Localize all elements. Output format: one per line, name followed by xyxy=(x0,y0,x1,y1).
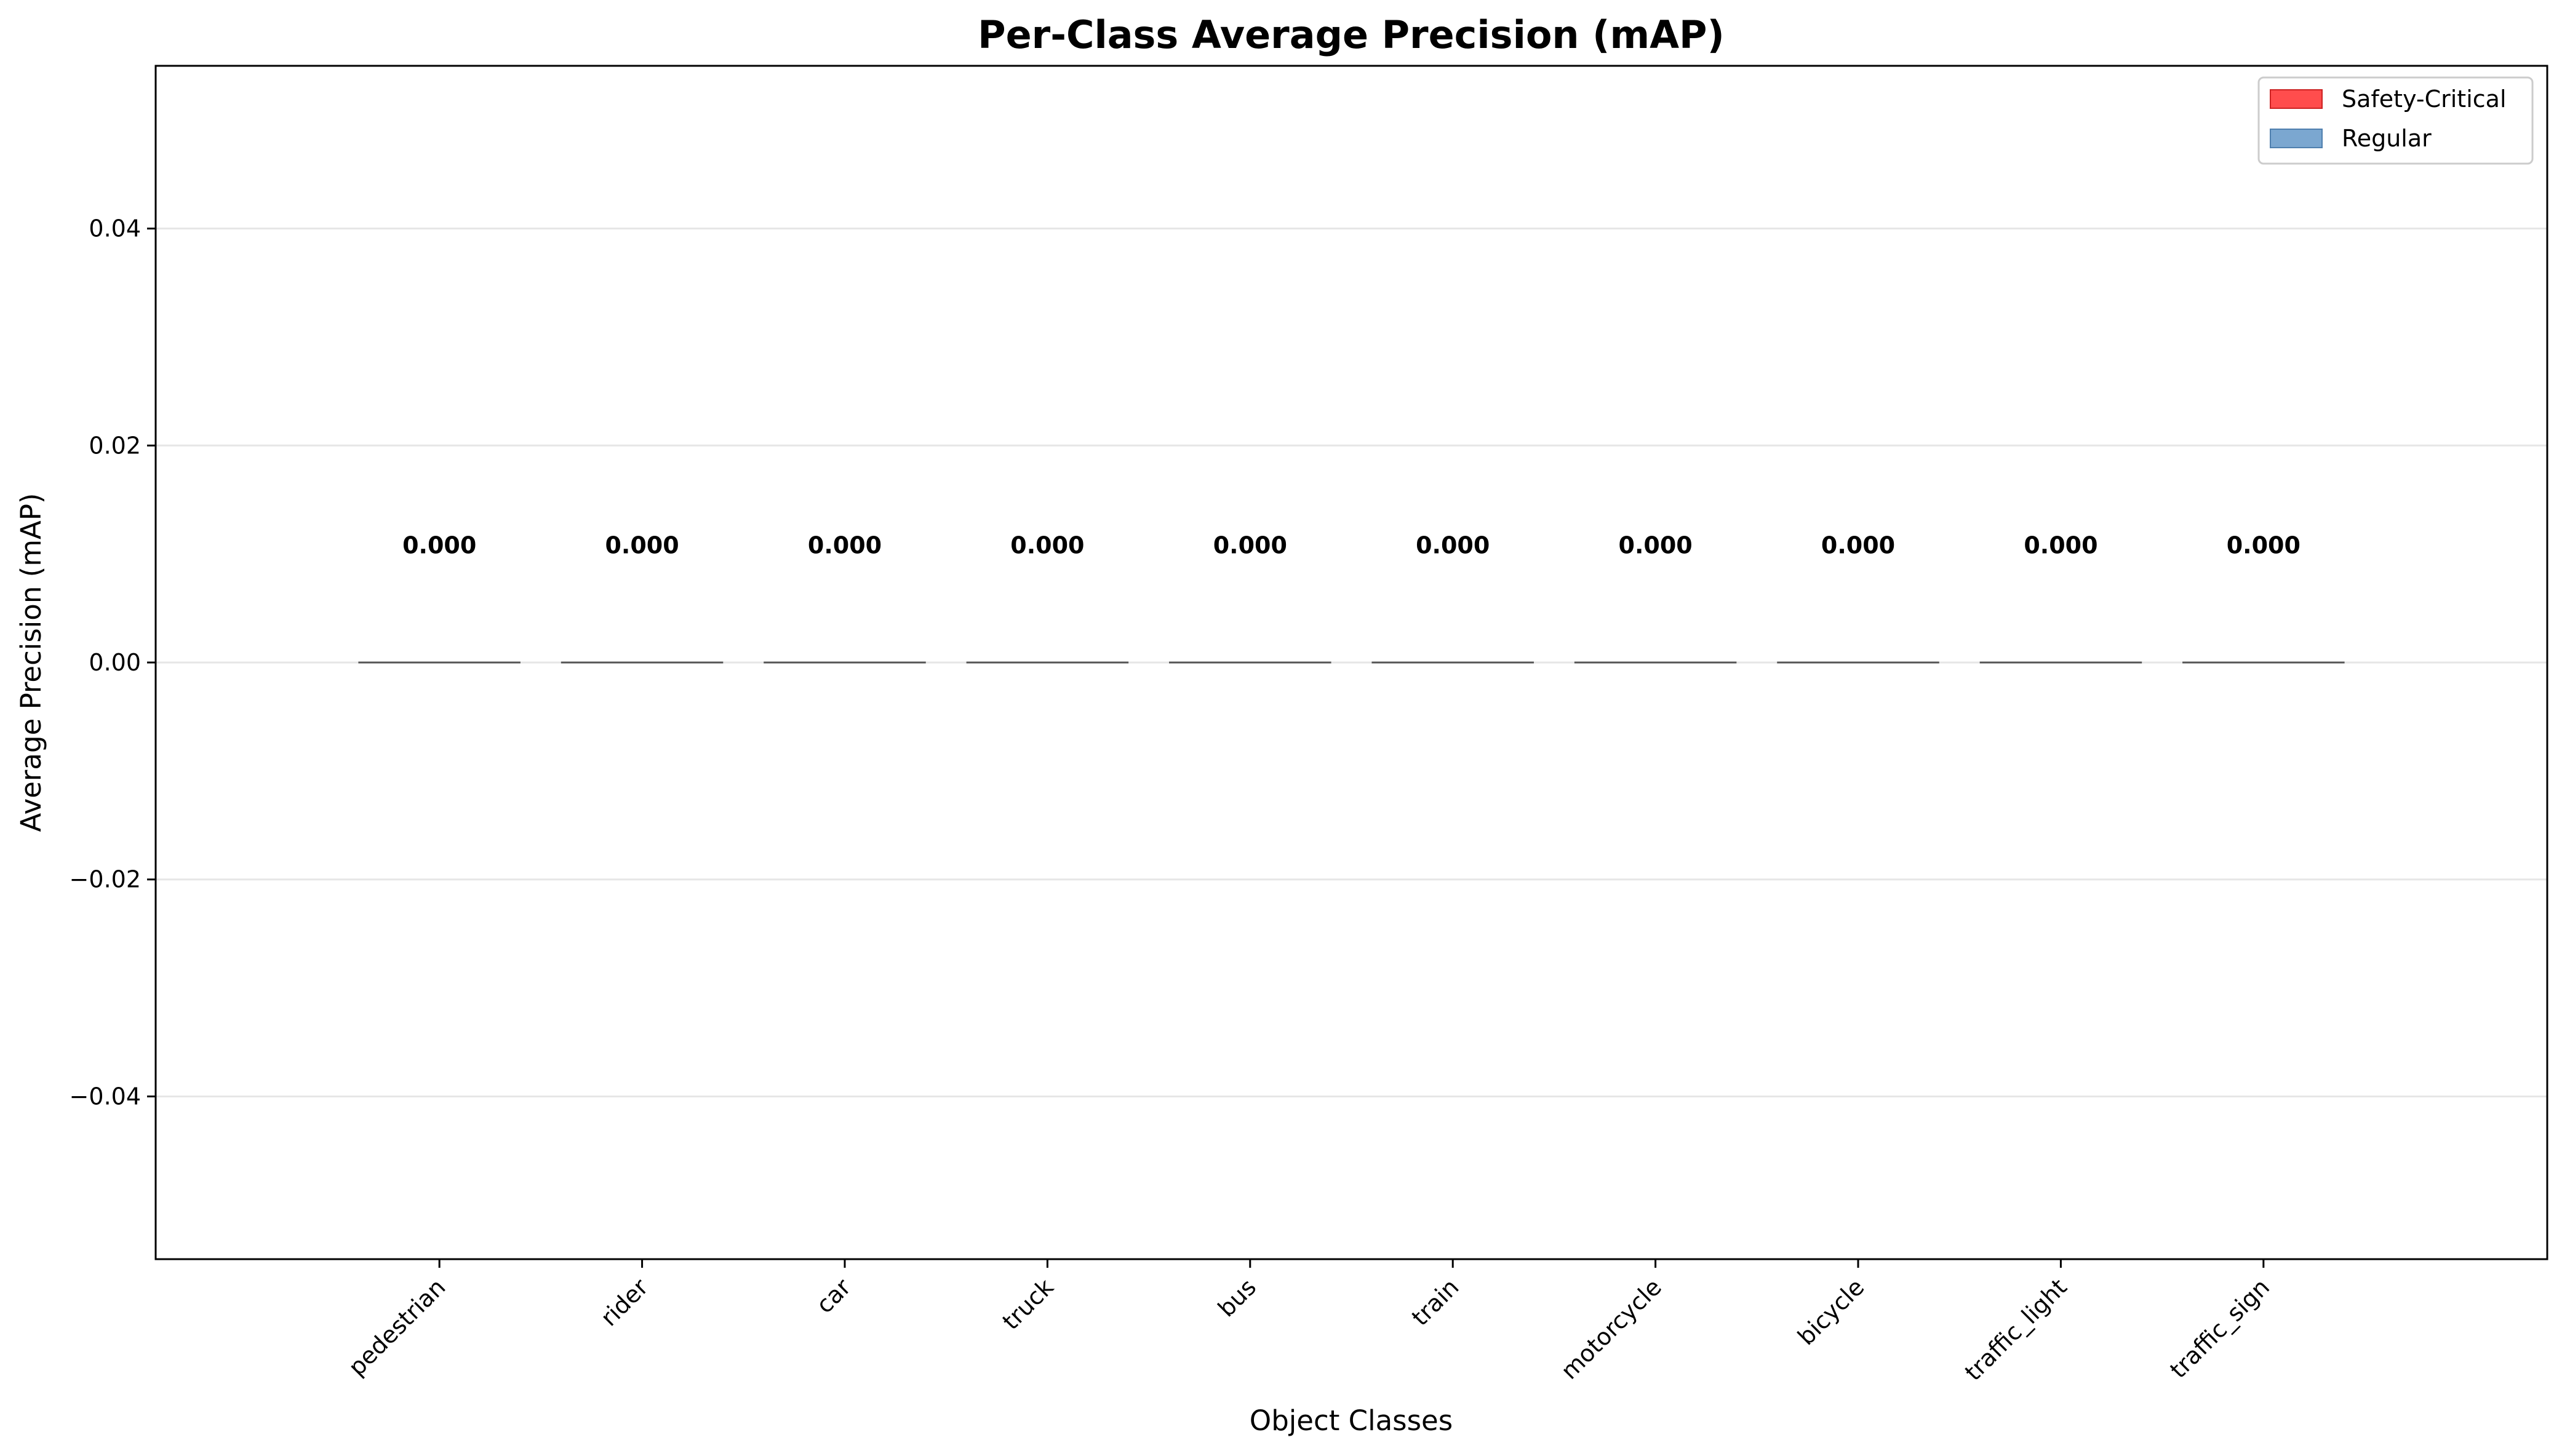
y-axis-label: Average Precision (mAP) xyxy=(15,493,47,832)
data-label-traffic_light: 0.000 xyxy=(2024,532,2097,559)
legend-swatch-regular xyxy=(2270,129,2323,148)
legend-frame xyxy=(2257,76,2534,165)
data-label-rider: 0.000 xyxy=(605,532,679,559)
legend-label-safety-critical: Safety-Critical xyxy=(2342,86,2507,113)
y-tick-label: −0.04 xyxy=(70,1083,141,1110)
x-tick-label-truck: truck xyxy=(997,1273,1059,1335)
grid-lines xyxy=(156,228,2547,1097)
x-tick-label-train: train xyxy=(1407,1273,1464,1331)
y-axis-ticks: −0.04 −0.02 0.00 0.02 0.04 xyxy=(70,215,156,1110)
y-tick-label: 0.04 xyxy=(89,215,141,242)
x-tick-label-traffic_sign: traffic_sign xyxy=(2165,1273,2275,1383)
data-label-car: 0.000 xyxy=(808,532,882,559)
data-label-bus: 0.000 xyxy=(1213,532,1287,559)
data-label-truck: 0.000 xyxy=(1010,532,1084,559)
chart-title: Per-Class Average Precision (mAP) xyxy=(978,12,1725,57)
x-axis-label: Object Classes xyxy=(1250,1404,1453,1437)
data-label-train: 0.000 xyxy=(1416,532,1490,559)
y-tick-label: −0.02 xyxy=(70,866,141,893)
y-tick-label: 0.00 xyxy=(89,649,141,676)
x-tick-label-rider: rider xyxy=(596,1273,654,1332)
x-tick-label-bicycle: bicycle xyxy=(1792,1273,1869,1350)
data-label-bicycle: 0.000 xyxy=(1821,532,1895,559)
x-tick-label-motorcycle: motorcycle xyxy=(1555,1273,1667,1385)
x-axis-ticks: pedestrian rider car truck bus train motorcycl… xyxy=(343,1259,2275,1386)
data-label-traffic_sign: 0.000 xyxy=(2227,532,2301,559)
legend: Safety-Critical Regular xyxy=(2257,76,2534,165)
data-label-pedestrian: 0.000 xyxy=(402,532,476,559)
x-tick-label-car: car xyxy=(811,1273,856,1319)
data-labels: 0.000 0.000 0.000 0.000 0.000 0.000 0.000 0.000… xyxy=(402,532,2301,559)
data-label-motorcycle: 0.000 xyxy=(1619,532,1693,559)
legend-swatch-safety-critical xyxy=(2270,89,2323,109)
x-tick-label-traffic_light: traffic_light xyxy=(1960,1273,2072,1386)
x-tick-label-bus: bus xyxy=(1213,1273,1261,1322)
y-tick-label: 0.02 xyxy=(89,432,141,459)
legend-label-regular: Regular xyxy=(2342,125,2432,152)
x-tick-label-pedestrian: pedestrian xyxy=(343,1273,451,1381)
